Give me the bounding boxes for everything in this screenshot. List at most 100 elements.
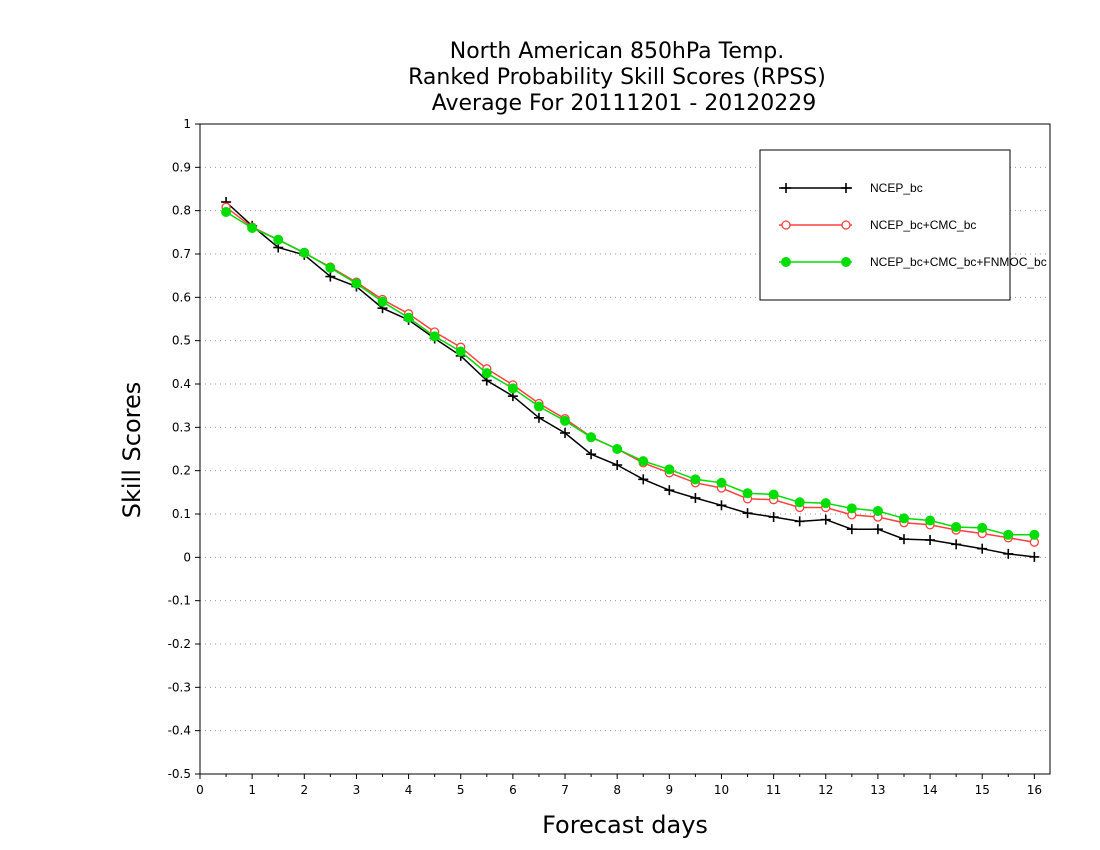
y-tick-label: -0.5 xyxy=(168,767,191,781)
data-point xyxy=(586,449,597,460)
y-tick-label: 0.9 xyxy=(172,160,191,174)
y-tick-label: -0.3 xyxy=(168,680,191,694)
data-point xyxy=(429,331,440,342)
x-tick-label: 4 xyxy=(405,783,413,797)
legend-marker xyxy=(841,183,851,193)
legend-marker xyxy=(841,220,851,230)
chart-title: North American 850hPa Temp. Ranked Proba… xyxy=(408,39,826,116)
data-point xyxy=(742,508,753,519)
data-point xyxy=(612,460,623,471)
data-point xyxy=(742,488,753,499)
y-tick-label: 0.5 xyxy=(172,334,191,348)
data-point xyxy=(872,505,883,516)
legend-label: NCEP_bc+CMC_bc xyxy=(870,218,976,232)
data-point xyxy=(351,278,362,289)
x-tick-label: 1 xyxy=(248,783,256,797)
data-point xyxy=(533,401,544,412)
x-tick-label: 6 xyxy=(509,783,517,797)
y-tick-label: 1 xyxy=(183,117,191,131)
data-point xyxy=(586,432,597,443)
data-point xyxy=(820,498,831,509)
data-point xyxy=(533,412,544,423)
y-tick-label: -0.4 xyxy=(168,724,191,738)
y-axis: -0.5 -0.4 -0.3 -0.2 -0.1 0 0.1 0.2 0.3 0.4 0.5 0.6 0… xyxy=(168,117,200,781)
data-point xyxy=(1029,551,1040,562)
data-point xyxy=(768,512,779,523)
data-point xyxy=(925,535,936,545)
data-point xyxy=(846,503,857,514)
legend-marker xyxy=(781,183,791,193)
data-point xyxy=(612,444,623,454)
data-point xyxy=(325,271,336,282)
x-tick-label: 2 xyxy=(300,783,308,797)
data-point xyxy=(925,515,936,526)
y-tick-label: 0.4 xyxy=(172,377,191,391)
data-point xyxy=(455,346,466,357)
data-point xyxy=(1029,529,1040,540)
legend: NCEP_bc NCEP_bc+CMC_bc NCEP_bc+CMC_bc+FNMO… xyxy=(759,149,1047,301)
legend-item: NCEP_bc xyxy=(779,181,923,195)
y-tick-label: -0.1 xyxy=(168,594,191,608)
x-tick-label: 11 xyxy=(766,783,781,797)
legend-item: NCEP_bc+CMC_bc xyxy=(779,218,976,232)
data-point xyxy=(977,543,988,554)
data-point xyxy=(221,206,232,217)
data-point xyxy=(898,513,909,524)
series-2 xyxy=(221,206,1040,540)
data-point xyxy=(664,464,675,475)
x-tick-label: 10 xyxy=(714,783,729,797)
data-point xyxy=(664,485,675,496)
data-point xyxy=(560,415,571,426)
data-point xyxy=(898,534,909,545)
data-point xyxy=(872,524,883,535)
x-tick-label: 7 xyxy=(561,783,569,797)
data-point xyxy=(716,477,727,488)
y-tick-label: 0.7 xyxy=(172,247,191,261)
data-point xyxy=(690,492,701,503)
y-tick-label: 0 xyxy=(183,550,191,564)
legend-marker xyxy=(781,220,791,230)
data-point xyxy=(299,247,310,258)
x-tick-label: 14 xyxy=(922,783,937,797)
data-point xyxy=(403,312,414,323)
data-point xyxy=(273,234,284,245)
data-point xyxy=(794,497,805,508)
title-line-1: North American 850hPa Temp. xyxy=(450,39,785,64)
x-tick-label: 8 xyxy=(613,783,621,797)
x-tick-label: 5 xyxy=(457,783,465,797)
data-point xyxy=(325,262,336,273)
legend-item: NCEP_bc+CMC_bc+FNMOC_bc xyxy=(779,255,1047,269)
series-line xyxy=(225,201,1035,558)
x-tick-label: 12 xyxy=(818,783,833,797)
y-axis-label: Skill Scores xyxy=(118,382,146,519)
data-series xyxy=(221,197,1040,562)
x-axis: 0 1 2 3 4 5 6 7 8 9 10 11 12 13 14 15 16 xyxy=(196,774,1042,797)
x-tick-label: 3 xyxy=(353,783,361,797)
data-point xyxy=(951,539,962,550)
y-tick-label: -0.2 xyxy=(168,637,191,651)
data-point xyxy=(638,474,649,485)
data-point xyxy=(820,514,831,525)
title-line-2: Ranked Probability Skill Scores (RPSS) xyxy=(408,65,826,90)
data-point xyxy=(1003,548,1014,559)
data-point xyxy=(846,524,857,535)
data-point xyxy=(507,383,518,394)
gridlines xyxy=(200,166,1050,732)
x-axis-label: Forecast days xyxy=(542,811,708,839)
data-point xyxy=(794,516,805,527)
legend-marker xyxy=(781,257,791,267)
y-tick-label: 0.6 xyxy=(172,290,191,304)
data-point xyxy=(377,296,388,307)
x-tick-label: 0 xyxy=(196,783,204,797)
title-line-3: Average For 20111201 - 20120229 xyxy=(432,91,817,116)
data-point xyxy=(690,474,701,485)
data-point xyxy=(247,223,258,233)
x-tick-label: 9 xyxy=(666,783,674,797)
data-point xyxy=(951,522,962,532)
data-point xyxy=(560,427,571,438)
data-point xyxy=(977,522,988,533)
y-tick-label: 0.1 xyxy=(172,507,191,521)
plot-frame xyxy=(199,123,1051,775)
data-point xyxy=(638,456,649,467)
